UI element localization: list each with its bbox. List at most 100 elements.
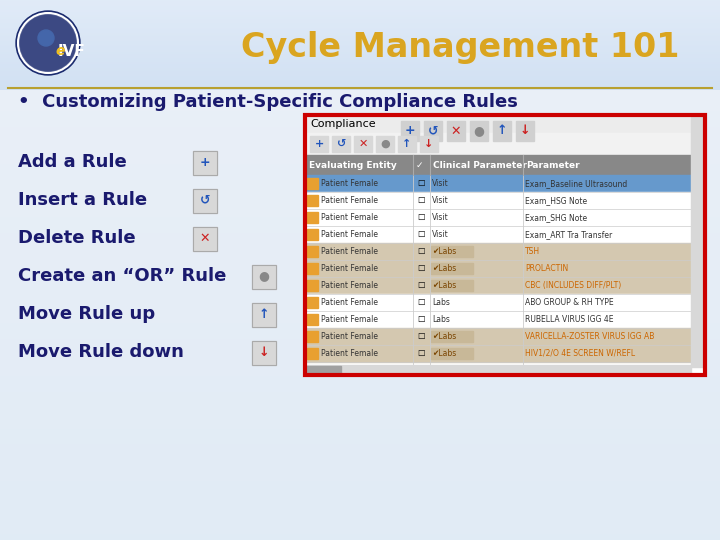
- Text: VARICELLA-ZOSTER VIRUS IGG AB: VARICELLA-ZOSTER VIRUS IGG AB: [525, 332, 654, 341]
- Text: ☐: ☐: [418, 264, 425, 273]
- Bar: [0, 128, 720, 129]
- Bar: [0, 520, 720, 521]
- Bar: [0, 333, 720, 334]
- Bar: [0, 281, 720, 282]
- Bar: [0, 362, 720, 363]
- Bar: [0, 298, 720, 299]
- Bar: [0, 80, 720, 81]
- Bar: [0, 219, 720, 220]
- Text: ☐: ☐: [418, 281, 425, 290]
- Bar: [0, 432, 720, 433]
- Bar: [0, 173, 720, 174]
- Bar: [0, 76, 720, 77]
- Bar: [0, 199, 720, 200]
- Bar: [0, 161, 720, 162]
- Text: Add a Rule: Add a Rule: [18, 153, 127, 171]
- Bar: [0, 477, 720, 478]
- Bar: [0, 14, 720, 15]
- Bar: [0, 325, 720, 326]
- Bar: [0, 247, 720, 248]
- Bar: [0, 36, 720, 37]
- Bar: [0, 368, 720, 369]
- Bar: [0, 229, 720, 230]
- Bar: [307, 331, 318, 342]
- Bar: [0, 188, 720, 189]
- Bar: [332, 136, 350, 152]
- Bar: [0, 446, 720, 447]
- Bar: [0, 131, 720, 132]
- Bar: [0, 228, 720, 229]
- Bar: [0, 473, 720, 474]
- Bar: [0, 523, 720, 524]
- Text: Move Rule up: Move Rule up: [18, 305, 155, 323]
- Bar: [0, 374, 720, 375]
- Bar: [0, 13, 720, 14]
- Bar: [0, 272, 720, 273]
- Bar: [0, 372, 720, 373]
- Bar: [305, 192, 705, 209]
- Bar: [0, 84, 720, 85]
- Bar: [0, 40, 720, 41]
- Bar: [0, 87, 720, 88]
- Bar: [0, 53, 720, 54]
- Bar: [0, 381, 720, 382]
- Bar: [305, 345, 705, 362]
- Bar: [0, 40, 720, 41]
- Bar: [0, 459, 720, 460]
- Bar: [0, 200, 720, 201]
- Bar: [431, 246, 473, 257]
- Bar: [0, 45, 720, 46]
- Bar: [0, 106, 720, 107]
- Bar: [0, 144, 720, 145]
- Bar: [0, 391, 720, 392]
- Bar: [0, 50, 720, 51]
- Bar: [252, 265, 276, 289]
- Bar: [0, 377, 720, 378]
- Bar: [0, 33, 720, 34]
- Bar: [0, 235, 720, 236]
- Bar: [0, 294, 720, 295]
- Bar: [193, 227, 217, 251]
- Bar: [0, 341, 720, 342]
- Text: RUBELLA VIRUS IGG 4E: RUBELLA VIRUS IGG 4E: [525, 315, 613, 324]
- Text: ↑: ↑: [258, 307, 269, 321]
- Text: ↓: ↓: [424, 139, 433, 149]
- Bar: [0, 402, 720, 403]
- Bar: [0, 518, 720, 519]
- Text: ✔Labs: ✔Labs: [432, 332, 456, 341]
- Bar: [0, 159, 720, 160]
- Bar: [0, 193, 720, 194]
- Bar: [0, 10, 720, 11]
- Bar: [0, 395, 720, 396]
- Text: Visit: Visit: [432, 179, 449, 188]
- Bar: [0, 35, 720, 36]
- Bar: [0, 313, 720, 314]
- Bar: [0, 18, 720, 19]
- Bar: [0, 147, 720, 148]
- Bar: [0, 299, 720, 300]
- Bar: [0, 526, 720, 527]
- Bar: [0, 266, 720, 267]
- Bar: [0, 232, 720, 233]
- Bar: [0, 237, 720, 238]
- Bar: [0, 126, 720, 127]
- Bar: [0, 119, 720, 120]
- Bar: [0, 118, 720, 119]
- Bar: [0, 47, 720, 48]
- Bar: [0, 177, 720, 178]
- Text: Labs: Labs: [432, 298, 450, 307]
- Bar: [0, 145, 720, 146]
- Bar: [0, 435, 720, 436]
- Bar: [470, 121, 488, 141]
- Bar: [0, 26, 720, 27]
- Bar: [0, 265, 720, 266]
- Bar: [0, 17, 720, 18]
- Bar: [0, 97, 720, 98]
- Bar: [0, 389, 720, 390]
- Bar: [0, 417, 720, 418]
- Bar: [0, 397, 720, 398]
- Bar: [0, 217, 720, 218]
- Bar: [0, 28, 720, 29]
- Bar: [0, 140, 720, 141]
- Bar: [0, 437, 720, 438]
